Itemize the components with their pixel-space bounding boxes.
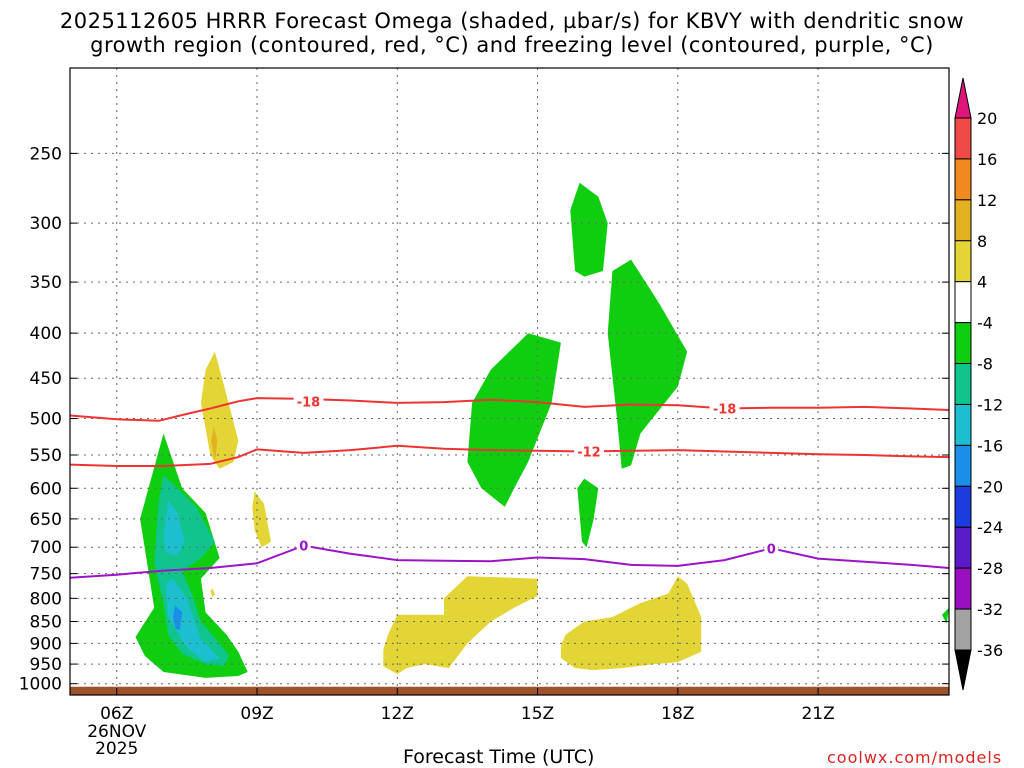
date-label-line: 2025 <box>95 739 138 759</box>
omega-region-2 <box>252 491 271 548</box>
colorbar-box <box>954 567 972 610</box>
y-tick-label: 1000 <box>19 675 62 695</box>
x-tick-label: 12Z <box>381 704 414 724</box>
y-tick-label: 850 <box>30 613 62 633</box>
y-tick-label: 450 <box>30 369 62 389</box>
omega-region-0 <box>200 351 239 469</box>
colorbar-box <box>954 526 972 569</box>
colorbar-box <box>954 117 972 160</box>
contour-label-bg <box>293 393 324 409</box>
omega-region-8 <box>172 605 183 631</box>
omega-region-9 <box>467 333 561 507</box>
colorbar-bottom-arrow <box>954 649 972 691</box>
y-tick-label: 400 <box>30 324 62 344</box>
colorbar-box <box>954 403 972 446</box>
colorbar-tick-label: -16 <box>977 436 1003 455</box>
colorbar-tick-label: 20 <box>977 109 997 128</box>
omega-region-7 <box>163 500 185 556</box>
omega-region-12 <box>607 259 688 469</box>
omega-region-13 <box>942 607 949 624</box>
contour-label-0: 0 <box>299 540 308 555</box>
y-tick-label: 600 <box>30 479 62 499</box>
colorbar-top-arrow <box>954 77 972 119</box>
colorbar-tick-label: 8 <box>977 232 987 251</box>
contour-label--12: -12 <box>577 445 601 460</box>
contour-label-bg <box>296 537 311 553</box>
colorbar-box <box>954 281 972 324</box>
plot-frame <box>69 67 950 696</box>
omega-region-14 <box>383 576 538 674</box>
contour-0 <box>70 544 949 579</box>
colorbar-box <box>954 444 972 487</box>
y-tick-label: 350 <box>30 273 62 293</box>
x-tick-label: 21Z <box>801 704 834 724</box>
colorbar-tick-label: -32 <box>977 600 1003 619</box>
omega-region-11 <box>570 182 608 277</box>
x-tick-label: 06Z <box>100 704 133 724</box>
colorbar-box <box>954 485 972 528</box>
y-tick-label: 700 <box>30 538 62 558</box>
y-tick-label: 500 <box>30 410 62 430</box>
omega-region-15 <box>560 576 702 671</box>
y-tick-label: 800 <box>30 589 62 609</box>
y-tick-label: 950 <box>30 655 62 675</box>
x-tick-label: 15Z <box>521 704 554 724</box>
contour--12 <box>70 444 949 467</box>
contour--18 <box>70 397 949 422</box>
y-tick-label: 900 <box>30 634 62 654</box>
colorbar-tick-label: -12 <box>977 395 1003 414</box>
colorbar: 20 16 12 8 4 -4 -8 -12 -16 -20 -24 -28 -32 -36 <box>954 77 1003 691</box>
contour-label--18: -18 <box>297 395 321 410</box>
colorbar-box <box>954 240 972 283</box>
y-tick-label: 300 <box>30 214 62 234</box>
colorbar-tick-label: 16 <box>977 150 997 169</box>
y-tick-label: 250 <box>30 144 62 164</box>
omega-region-6 <box>165 578 220 663</box>
y-tick-label: 750 <box>30 565 62 585</box>
colorbar-box <box>954 322 972 365</box>
colorbar-tick-label: -36 <box>977 641 1003 660</box>
colorbar-box <box>954 363 972 405</box>
colorbar-tick-label: 12 <box>977 191 997 210</box>
contour-label-bg <box>573 443 604 459</box>
credit-text: coolwx.com/models <box>827 748 1003 767</box>
date-label-line: 26NOV <box>87 722 146 742</box>
colorbar-tick-label: -28 <box>977 559 1003 578</box>
x-tick-label: 09Z <box>240 704 273 724</box>
contour-label--18: -18 <box>713 402 737 417</box>
x-axis-label: Forecast Time (UTC) <box>403 746 595 768</box>
contour-label-bg <box>709 400 740 416</box>
contour-label-bg <box>764 540 779 556</box>
y-tick-label: 650 <box>30 510 62 530</box>
omega-region-10 <box>577 478 599 548</box>
chart-title-line-2: growth region (contoured, red, °C) and f… <box>90 33 934 57</box>
colorbar-box <box>954 199 972 242</box>
colorbar-tick-label: -8 <box>977 355 993 374</box>
colorbar-tick-label: -20 <box>977 477 1003 496</box>
y-tick-label: 550 <box>30 446 62 466</box>
colorbar-tick-label: 4 <box>977 273 987 292</box>
colorbar-box <box>954 608 972 651</box>
x-tick-label: 18Z <box>661 704 694 724</box>
colorbar-tick-label: -4 <box>977 314 993 333</box>
omega-region-3 <box>210 588 215 598</box>
omega-region-1 <box>211 426 218 462</box>
chart-title-line-1: 2025112605 HRRR Forecast Omega (shaded, … <box>59 9 965 33</box>
colorbar-box <box>954 158 972 201</box>
colorbar-tick-label: -24 <box>977 518 1003 537</box>
ground-surface <box>70 686 949 695</box>
contour-label-0: 0 <box>767 542 776 557</box>
